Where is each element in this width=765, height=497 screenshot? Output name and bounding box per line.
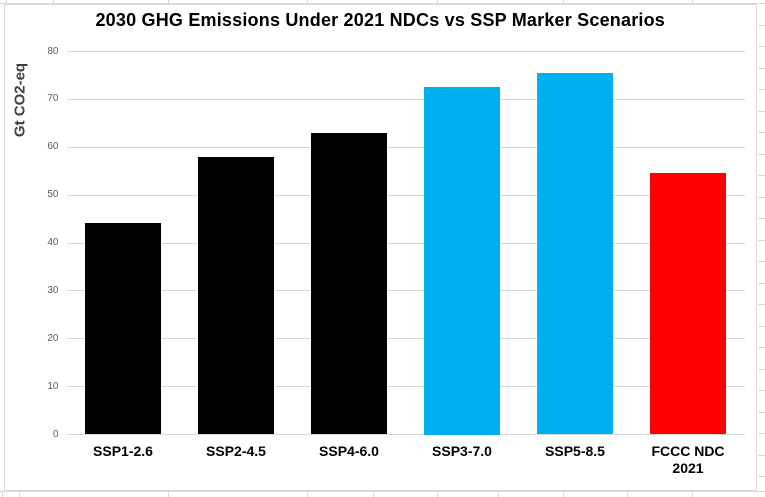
spreadsheet-gridline: [757, 46, 765, 48]
x-category-label-1: SSP2-4.5: [206, 442, 266, 459]
gridline-y-40: [66, 242, 745, 244]
spreadsheet-gridline: [757, 218, 765, 220]
spreadsheet-gridline: [307, 0, 308, 3]
chart-object[interactable]: 2030 GHG Emissions Under 2021 NDCs vs SS…: [3, 3, 757, 491]
x-category-label-4: SSP5-8.5: [545, 442, 605, 459]
y-tick-label-70: 70: [47, 93, 59, 105]
gridline-y-0: [66, 434, 745, 435]
spreadsheet-gridline: [757, 89, 765, 91]
spreadsheet-gridline: [757, 196, 765, 198]
gridline-y-20: [66, 338, 745, 340]
y-tick-label-0: 0: [52, 428, 59, 440]
spreadsheet-gridline: [692, 491, 693, 497]
bar-ssp1-2.6: [85, 223, 161, 435]
spreadsheet-gridline: [692, 0, 693, 3]
spreadsheet-gridline: [168, 0, 169, 3]
spreadsheet-gridline: [563, 491, 564, 497]
spreadsheet-gridline: [757, 239, 765, 241]
spreadsheet-gridline: [437, 0, 438, 3]
spreadsheet-gridline: [757, 3, 765, 5]
gridline-y-70: [66, 98, 745, 100]
spreadsheet-gridline: [757, 282, 765, 284]
spreadsheet-gridline: [498, 491, 499, 497]
spreadsheet-gridline: [757, 454, 765, 456]
spreadsheet-gridline: [757, 347, 765, 349]
y-tick-label-40: 40: [47, 237, 59, 248]
y-tick-label-10: 10: [47, 380, 59, 392]
spreadsheet-gridline: [757, 433, 765, 435]
spreadsheet-gridline: [757, 476, 765, 478]
y-tick-label-50: 50: [47, 189, 59, 201]
spreadsheet-gridline: [757, 132, 765, 134]
spreadsheet-gridline: [757, 368, 765, 370]
bar-fccc-ndc-2021: [650, 172, 726, 435]
gridline-y-30: [66, 290, 745, 292]
spreadsheet-gridline: [307, 491, 308, 497]
x-category-label-5: FCCC NDC 2021: [651, 442, 725, 476]
y-tick-label-80: 80: [47, 45, 59, 57]
spreadsheet-gridline: [757, 304, 765, 306]
spreadsheet-gridline: [563, 0, 564, 3]
bar-ssp4-6.0: [311, 133, 387, 435]
spreadsheet-gridline: [168, 491, 169, 497]
spreadsheet-gridline: [757, 390, 765, 392]
spreadsheet-gridline: [757, 411, 765, 413]
spreadsheet-gridline: [0, 2, 765, 4]
spreadsheet-gridline: [757, 24, 765, 26]
spreadsheet-gridline: [19, 491, 20, 497]
spreadsheet-gridline: [757, 261, 765, 263]
spreadsheet-gridline: [757, 325, 765, 327]
x-category-label-3: SSP3-7.0: [432, 442, 492, 459]
spreadsheet-gridline: [437, 491, 438, 497]
x-category-label-2: SSP4-6.0: [319, 442, 379, 459]
y-tick-label-30: 30: [47, 284, 59, 296]
bar-ssp3-7.0: [424, 87, 500, 435]
chart-title: 2030 GHG Emissions Under 2021 NDCs vs SS…: [95, 9, 666, 30]
spreadsheet-gridline: [757, 67, 765, 69]
spreadsheet-gridline: [757, 153, 765, 155]
spreadsheet-gridline: [0, 490, 765, 492]
spreadsheet-gridline: [2, 491, 3, 497]
gridline-y-50: [66, 194, 745, 196]
spreadsheet-gridline: [627, 491, 628, 497]
spreadsheet-gridline: [757, 110, 765, 112]
gridline-y-60: [66, 146, 745, 148]
bar-ssp5-8.5: [537, 72, 613, 435]
spreadsheet-gridline: [6, 0, 7, 3]
spreadsheet-gridline: [53, 0, 54, 3]
spreadsheet-gridline: [373, 491, 374, 497]
gridline-y-80: [66, 51, 745, 52]
bar-ssp2-4.5: [198, 157, 274, 435]
y-tick-label-20: 20: [47, 332, 59, 344]
gridline-y-10: [66, 386, 745, 388]
spreadsheet-gridline: [757, 175, 765, 177]
x-category-label-0: SSP1-2.6: [93, 442, 153, 459]
y-tick-label-60: 60: [47, 141, 59, 153]
